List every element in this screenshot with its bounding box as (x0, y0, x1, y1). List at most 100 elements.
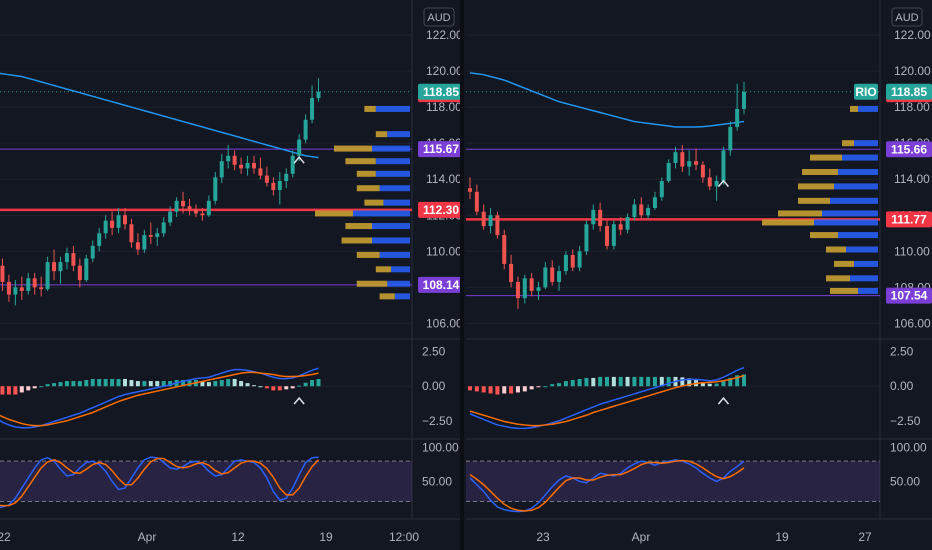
candle-body[interactable] (481, 211, 486, 227)
candle-body[interactable] (522, 278, 527, 299)
candle-body[interactable] (155, 233, 160, 237)
candle-body[interactable] (468, 188, 472, 192)
candle-body[interactable] (474, 191, 479, 212)
candle-body[interactable] (646, 208, 651, 216)
candle-body[interactable] (58, 262, 63, 272)
candle-body[interactable] (245, 162, 250, 169)
candle-body[interactable] (129, 224, 134, 243)
candle-body[interactable] (666, 162, 671, 182)
candle-body[interactable] (71, 253, 76, 266)
time-axis[interactable]: 23 Apr 19 27 (536, 530, 872, 544)
candle-body[interactable] (0, 265, 5, 282)
candle-body[interactable] (714, 181, 719, 187)
candle-body[interactable] (6, 281, 11, 295)
candle-body[interactable] (515, 281, 520, 299)
candle-body[interactable] (174, 200, 179, 212)
candle-body[interactable] (116, 215, 121, 228)
candle-body[interactable] (187, 206, 192, 210)
symbol-tag[interactable] (854, 83, 878, 100)
candle-body[interactable] (161, 222, 166, 234)
currency-badge[interactable] (891, 7, 923, 27)
candle-body[interactable] (19, 287, 24, 291)
candle-body[interactable] (45, 262, 50, 290)
candle-body[interactable] (135, 242, 140, 250)
candle-body[interactable] (284, 173, 289, 182)
candle-body[interactable] (557, 271, 562, 282)
candle-body[interactable] (13, 287, 18, 295)
rsi-pane[interactable]: 100.00 50.00 (466, 441, 927, 513)
candle-body[interactable] (509, 263, 514, 282)
candle-body[interactable] (232, 155, 237, 165)
candle-body[interactable] (611, 224, 616, 246)
price-tag[interactable] (886, 141, 932, 158)
candle-body[interactable] (193, 209, 198, 214)
candle-body[interactable] (103, 220, 108, 234)
candle-body[interactable] (728, 126, 733, 151)
candle-body[interactable] (26, 278, 31, 291)
price-tag[interactable] (886, 211, 932, 228)
price-tag[interactable] (418, 83, 464, 100)
candle-body[interactable] (310, 98, 315, 120)
candle-body[interactable] (502, 235, 507, 264)
price-tag[interactable] (886, 83, 932, 100)
candle-body[interactable] (303, 119, 308, 140)
macd-pane[interactable]: 2.50 0.00 −2.50 (0, 345, 453, 429)
candle-body[interactable] (84, 258, 89, 281)
candle-body[interactable] (707, 177, 712, 187)
candle-body[interactable] (659, 181, 664, 198)
time-axis[interactable]: 22 Apr 12 19 12:00 (0, 530, 419, 544)
candle-body[interactable] (618, 224, 623, 230)
candle-body[interactable] (148, 235, 153, 237)
candle-body[interactable] (488, 215, 493, 227)
candle-body[interactable] (680, 152, 685, 167)
candle-body[interactable] (529, 278, 534, 291)
candle-body[interactable] (77, 265, 82, 281)
price-axis[interactable]: AUD106.00108.00110.00112.00114.00116.001… (886, 7, 932, 330)
rsi-pane[interactable]: 100.00 50.00 (0, 441, 459, 509)
candle-body[interactable] (536, 287, 541, 291)
candle-body[interactable] (316, 91, 321, 99)
candle-body[interactable] (639, 204, 644, 216)
candle-body[interactable] (213, 177, 218, 201)
candle-body[interactable] (168, 211, 173, 223)
candle-body[interactable] (271, 182, 276, 191)
candle-body[interactable] (550, 267, 555, 282)
candle-body[interactable] (700, 164, 705, 178)
candle-body[interactable] (584, 224, 589, 252)
candle-body[interactable] (290, 155, 295, 174)
price-axis[interactable]: AUD106.00108.00110.00112.00114.00116.001… (418, 7, 464, 330)
candle-body[interactable] (97, 233, 102, 246)
candle-body[interactable] (142, 235, 147, 250)
candle-body[interactable] (32, 278, 37, 288)
candle-body[interactable] (90, 245, 95, 259)
candle-body[interactable] (652, 197, 657, 209)
candle-body[interactable] (673, 152, 678, 163)
candle-body[interactable] (264, 175, 269, 183)
price-tag[interactable] (886, 287, 932, 304)
candle-body[interactable] (219, 161, 224, 178)
price-tag[interactable] (418, 201, 464, 218)
candle-body[interactable] (200, 213, 205, 216)
candle-body[interactable] (563, 254, 568, 272)
candle-body[interactable] (605, 226, 609, 246)
candle-body[interactable] (694, 161, 699, 165)
candle-body[interactable] (258, 168, 263, 176)
chart-pane-left[interactable]: AUD106.00108.00110.00112.00114.00116.001… (0, 0, 464, 544)
candle-body[interactable] (632, 204, 637, 218)
price-tag[interactable] (418, 276, 464, 293)
candle-body[interactable] (181, 200, 186, 207)
candle-body[interactable] (252, 162, 256, 169)
candle-body[interactable] (591, 209, 596, 225)
candle-body[interactable] (735, 108, 740, 127)
candle-body[interactable] (598, 209, 603, 227)
candle-body[interactable] (543, 267, 548, 288)
candle-body[interactable] (297, 139, 302, 156)
macd-pane[interactable]: 2.50 0.00 −2.50 (466, 345, 921, 430)
candle-body[interactable] (64, 253, 69, 263)
candle-body[interactable] (742, 91, 746, 109)
candle-body[interactable] (52, 262, 57, 272)
currency-badge[interactable] (423, 7, 455, 27)
candle-body[interactable] (110, 220, 115, 228)
